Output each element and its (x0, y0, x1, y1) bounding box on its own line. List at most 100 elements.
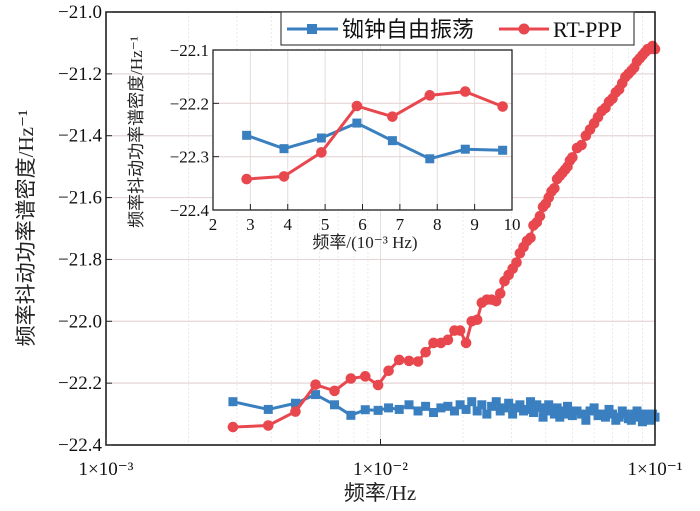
rb-clock-data-point (429, 408, 439, 418)
rb-clock-data-point (384, 403, 394, 413)
x-tick-label: 7 (396, 215, 405, 234)
rb-clock-data-point (635, 412, 645, 422)
rb-clock-data-point (279, 144, 289, 154)
rb-clock-data-point (491, 397, 501, 407)
rb-clock-data-point (460, 144, 470, 154)
rb-clock-data-point (360, 405, 370, 415)
y-tick-label: −21.0 (58, 2, 102, 23)
legend: 铷钟自由振荡 RT-PPP (280, 11, 635, 46)
y-tick-label: −21.2 (58, 64, 102, 85)
rb-clock-data-point (604, 404, 614, 414)
rb-clock-data-point (607, 409, 617, 419)
rtppp-data-point (345, 373, 357, 384)
rb-clock-data-point (645, 415, 655, 425)
y-tick-label: −22.2 (58, 373, 102, 394)
rtppp-data-point (329, 385, 340, 397)
y-tick-label: −22.4 (58, 435, 102, 456)
rtppp-data-point (351, 100, 363, 112)
x-tick-label: 10 (504, 215, 521, 234)
inset-series-layer (241, 86, 508, 185)
rb-clock-data-point (567, 411, 577, 421)
rtppp-data-point (393, 354, 405, 366)
legend-marker-rb (307, 24, 317, 34)
x-tick-label: 5 (321, 215, 330, 234)
rtppp-data-point (511, 257, 522, 268)
rb-clock-data-point (311, 390, 321, 400)
rb-clock-data-point (455, 400, 465, 410)
rb-clock-data-point (413, 406, 423, 416)
rb-clock-data-point (436, 403, 446, 413)
rb-clock-data-point (487, 401, 497, 411)
legend-box (280, 11, 635, 46)
rtppp-data-point (383, 365, 394, 377)
rb-clock-data-point (443, 401, 453, 411)
rb-clock-data-point (508, 409, 518, 419)
rb-clock-data-point (263, 404, 273, 414)
rtppp-data-point (459, 86, 471, 97)
rtppp-data-point (454, 325, 466, 336)
rtppp-data-point (372, 379, 384, 391)
rb-clock-data-point (316, 133, 326, 143)
rtppp-data-point (576, 139, 587, 151)
rtppp-data-point (567, 152, 578, 163)
rb-clock-data-point (560, 409, 570, 419)
rtppp-data-point (227, 421, 239, 433)
rb-clock-data-point (565, 406, 575, 416)
rb-clock-data-point (482, 409, 492, 419)
rb-clock-data-point (529, 408, 539, 418)
rtppp-data-point (310, 379, 321, 390)
rb-clock-data-point (461, 404, 471, 414)
rb-clock-data-point (626, 415, 636, 425)
y-tick-label: −22.4 (170, 201, 210, 220)
rtppp-data-point (424, 90, 436, 101)
main-series-layer (227, 40, 661, 433)
rb-clock-data-point (620, 409, 630, 419)
rb-clock-data-point (404, 400, 414, 410)
rtppp-data-point (403, 355, 415, 367)
main-x-axis-label: 频率/Hz (344, 481, 416, 505)
rb-clock-data-point (352, 118, 362, 128)
x-tick-label: 4 (284, 215, 293, 234)
rb-clock-data-point (589, 403, 599, 413)
x-tick-label: 8 (433, 215, 442, 234)
rb-clock-data-point (500, 403, 510, 413)
rb-clock-data-point (538, 412, 548, 422)
rb-clock-data-point (515, 400, 525, 410)
rb-clock-data-point (290, 398, 300, 408)
x-tick-label: 6 (358, 215, 367, 234)
rb-clock-data-point (346, 410, 356, 420)
rtppp-data-point (442, 334, 454, 346)
rtppp-data-point (497, 101, 508, 112)
rb-clock-data-point (242, 130, 252, 140)
y-tick-label: −21.4 (58, 126, 102, 147)
x-tick-label: 9 (470, 215, 479, 234)
inset-chart: 2 3 4 5 6 7 8 9 10 −22.1 −22.2 −22.3 −22.4 频率/(10⁻³ … (127, 36, 521, 252)
rb-clock-data-point (373, 405, 383, 415)
rtppp-data-point (262, 420, 274, 431)
rb-clock-data-point (421, 401, 431, 411)
x-tick-label: 1×10⁻² (353, 459, 408, 480)
rtppp-data-point (278, 171, 290, 182)
rb-clock-data-point (549, 409, 559, 419)
rb-clock-data-point (526, 397, 536, 407)
rb-clock-data-point (228, 397, 238, 407)
y-tick-label: −21.6 (58, 188, 102, 209)
rtppp-data-point (290, 406, 301, 417)
rb-clock-data-point (467, 397, 477, 407)
rb-clock-data-point (600, 412, 610, 422)
rb-clock-data-point (498, 145, 508, 155)
rtppp-data-point (241, 173, 252, 185)
rb-clock-data-point (387, 136, 397, 146)
legend-label-rtppp: RT-PPP (553, 17, 622, 42)
rtppp-data-point (412, 356, 424, 367)
rb-clock-data-point (577, 409, 587, 419)
main-y-axis-label: 频率抖动功率谱密度/Hz⁻¹ (14, 110, 38, 347)
rtppp-data-point (549, 182, 560, 194)
rtppp-series-line (246, 90, 504, 181)
rb-clock-data-point (552, 403, 562, 413)
rtppp-data-point (525, 232, 536, 244)
x-tick-label: 1×10⁻¹ (628, 459, 683, 480)
rb-clock-series-line (246, 121, 503, 161)
rb-clock-data-point (330, 400, 340, 410)
